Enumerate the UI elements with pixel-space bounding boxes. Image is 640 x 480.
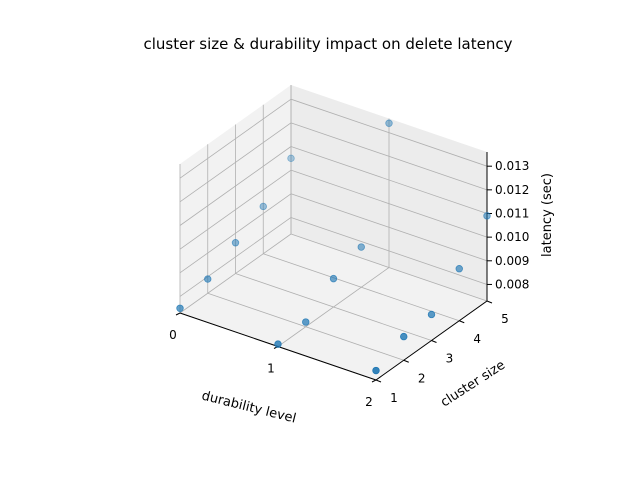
- z-tick-label: 0.008: [495, 277, 529, 291]
- z-axis-label: latency (sec): [540, 173, 555, 257]
- z-tick-label: 0.009: [495, 254, 529, 268]
- data-point: [372, 366, 380, 375]
- tick-labels: 0 1 2 1 2 3 4 5 0.008 0.009 0.010 0.011 0.012 0.013: [169, 159, 529, 409]
- axis-panes: [180, 85, 487, 380]
- grid-line: [290, 193, 488, 262]
- y-axis-label: cluster size: [438, 358, 508, 411]
- x-axis-label: durability level: [200, 389, 297, 427]
- y-tick-mark: [375, 379, 382, 383]
- chart-title: cluster size & durability impact on dele…: [143, 35, 512, 53]
- x-tick-mark: [175, 312, 181, 316]
- grid-line: [290, 146, 488, 214]
- y-tick-mark: [403, 359, 409, 363]
- grid-line: [290, 233, 488, 302]
- grid-line: [179, 193, 292, 274]
- data-point: [329, 274, 338, 283]
- z-tick-label: 0.012: [495, 183, 529, 197]
- data-points: [176, 119, 491, 375]
- z-tick-label: 0.010: [495, 230, 529, 244]
- data-point: [287, 154, 295, 163]
- y-tick-mark: [486, 300, 493, 304]
- z-tick-label: 0.013: [495, 159, 529, 173]
- grid-line: [290, 169, 488, 238]
- z-tick-label: 0.011: [495, 206, 529, 220]
- y-tick-label: 3: [446, 352, 454, 366]
- y-tick-label: 2: [418, 371, 426, 385]
- grid-line: [179, 98, 292, 179]
- x-tick-label: 0: [169, 328, 177, 342]
- y-tick-mark: [459, 320, 465, 324]
- grid-line: [263, 253, 460, 322]
- grid-line: [235, 273, 432, 341]
- data-point: [385, 119, 393, 127]
- y-tick-label: 4: [473, 332, 481, 346]
- data-point: [274, 340, 282, 348]
- data-point: [357, 243, 365, 251]
- x-tick-label: 1: [267, 362, 275, 376]
- grid-line: [290, 217, 488, 285]
- data-point: [204, 275, 212, 283]
- x-tick-label: 2: [365, 395, 373, 409]
- grid-line: [179, 217, 292, 297]
- data-point: [455, 265, 463, 273]
- y-tick-label: 1: [390, 391, 398, 405]
- y-tick-label: 5: [501, 312, 509, 326]
- data-point: [483, 212, 491, 220]
- data-point: [176, 304, 184, 312]
- data-point: [231, 239, 240, 247]
- grid-line: [290, 122, 488, 191]
- grid-line: [179, 146, 292, 226]
- grid-line: [207, 292, 404, 361]
- data-point: [302, 318, 310, 326]
- data-point: [259, 202, 267, 211]
- data-point: [400, 332, 408, 341]
- data-point: [427, 310, 436, 319]
- y-tick-mark: [431, 340, 437, 343]
- grid-line: [179, 122, 292, 203]
- grid-line: [290, 98, 488, 167]
- grid-line: [179, 169, 292, 250]
- x-tick-mark: [371, 379, 377, 383]
